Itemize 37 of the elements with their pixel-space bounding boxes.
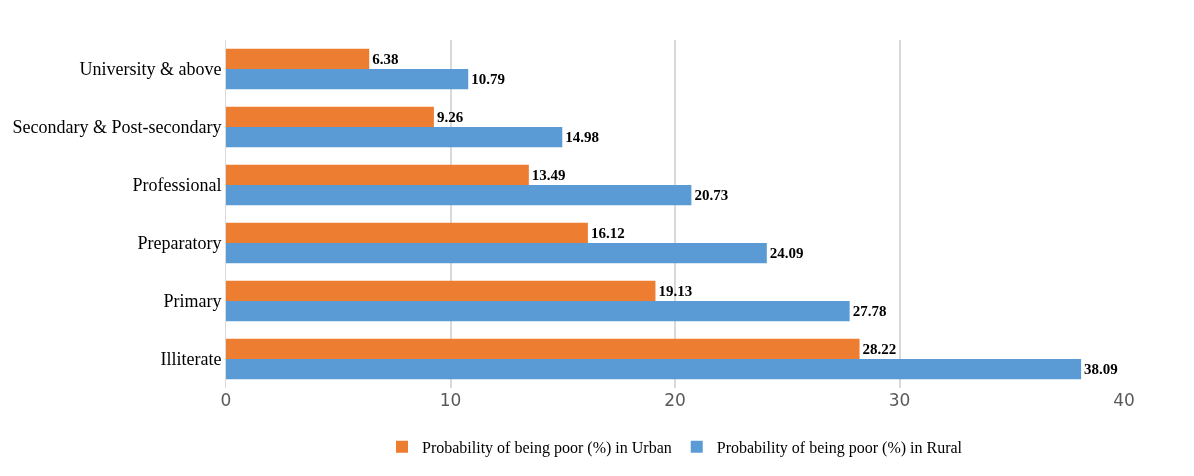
bar <box>226 359 1082 380</box>
bar <box>226 280 656 301</box>
x-tick-label: 0 <box>220 390 232 410</box>
data-label: 6.38 <box>372 50 399 67</box>
bar <box>226 222 588 243</box>
y-tick-label: University & above <box>79 59 222 80</box>
data-label: 14.98 <box>565 129 600 146</box>
x-tick-label: 10 <box>439 390 462 410</box>
bar <box>226 48 370 69</box>
legend-label: Probability of being poor (%) in Rural <box>716 438 963 457</box>
data-label: 20.73 <box>694 187 729 204</box>
data-label: 10.79 <box>471 71 505 88</box>
y-tick-label: Primary <box>163 291 222 312</box>
legend-label: Probability of being poor (%) in Urban <box>422 438 672 457</box>
data-label: 19.13 <box>658 282 693 299</box>
data-label: 9.26 <box>436 108 464 125</box>
x-tick-label: 40 <box>1113 390 1135 410</box>
data-label: 27.78 <box>852 303 887 320</box>
bar <box>226 106 434 127</box>
bar <box>226 301 850 322</box>
bar <box>226 185 692 206</box>
bar <box>226 243 767 264</box>
bar <box>226 127 563 148</box>
y-tick-label: Professional <box>132 175 222 196</box>
y-tick-label: Secondary & Post-secondary <box>12 117 222 138</box>
bar <box>226 338 860 359</box>
data-label: 16.12 <box>590 224 625 241</box>
y-tick-label: Preparatory <box>137 233 222 254</box>
x-tick-label: 20 <box>664 390 686 410</box>
y-tick-label: Illiterate <box>160 349 222 370</box>
bar <box>226 164 529 185</box>
data-label: 28.22 <box>862 340 897 357</box>
data-label: 24.09 <box>769 245 804 262</box>
bar <box>226 69 469 90</box>
data-label: 13.49 <box>531 166 566 183</box>
x-tick-label: 30 <box>888 390 911 410</box>
data-label: 38.09 <box>1084 361 1118 378</box>
